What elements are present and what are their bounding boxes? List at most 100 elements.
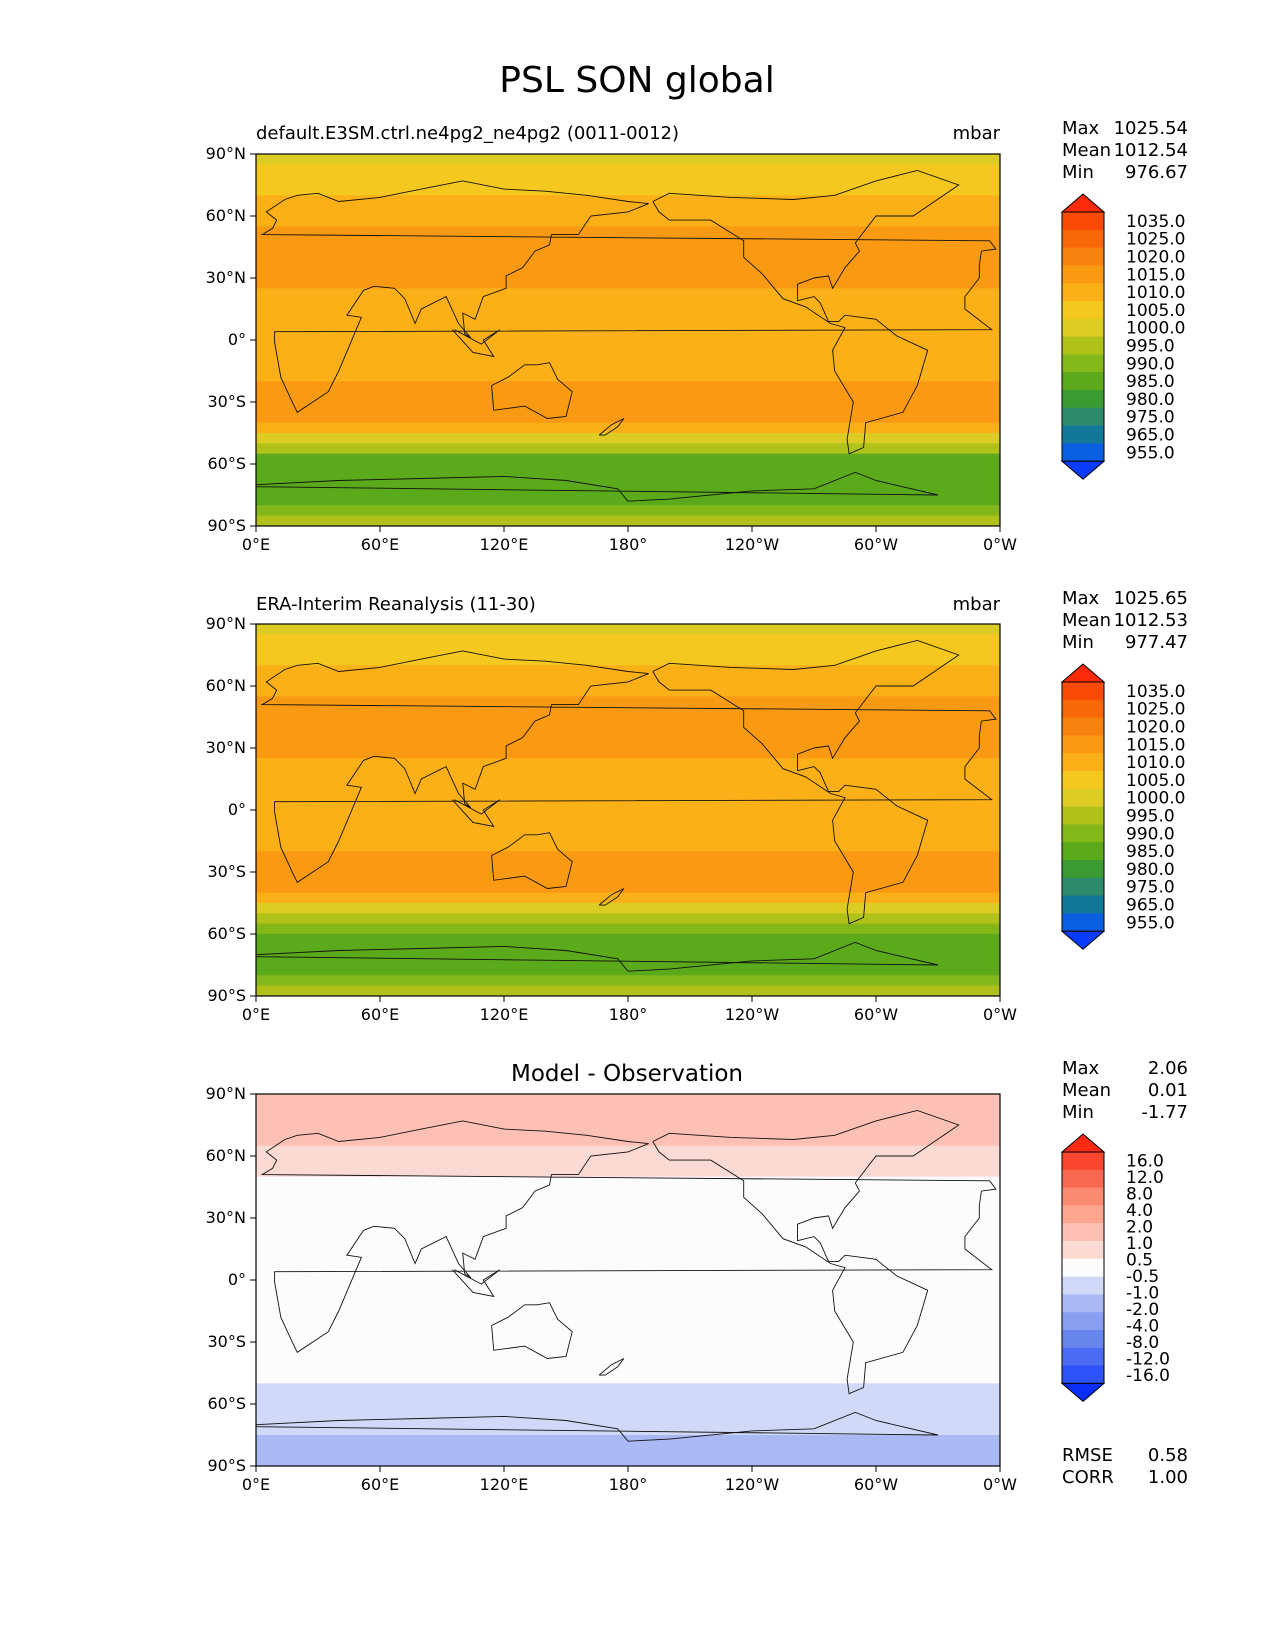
colorbar-swatch [1062, 788, 1104, 808]
field-band [256, 257, 1000, 269]
y-tick-label: 60°N [206, 1146, 246, 1165]
colorbar-swatch [1062, 1241, 1104, 1260]
figure-title: PSL SON global [499, 60, 774, 101]
field-band [256, 706, 1000, 718]
colorbar-level-label: 990.0 [1126, 354, 1175, 374]
y-tick-label: 0° [228, 800, 246, 819]
stat-label: Mean [1062, 610, 1111, 631]
field-band [256, 350, 1000, 362]
stat-value: 1025.54 [1114, 118, 1188, 139]
colorbar-extend-min [1060, 460, 1106, 480]
colorbar-swatch [1062, 354, 1104, 373]
x-tick-label: 120°W [725, 535, 780, 554]
x-tick-label: 60°W [854, 1475, 898, 1494]
colorbar-swatch [1062, 372, 1104, 391]
field-band [256, 1207, 1000, 1219]
field-band [256, 1290, 1000, 1302]
colorbar-swatch [1062, 806, 1104, 825]
field-band [256, 1125, 1000, 1136]
y-tick-label: 60°S [207, 454, 246, 473]
colorbar-level-label: 1035.0 [1126, 682, 1185, 702]
field-band [256, 861, 1000, 873]
colorbar-extend-max [1060, 193, 1106, 213]
x-tick-label: 120°E [480, 535, 529, 554]
colorbar-level-label: 965.0 [1126, 896, 1175, 916]
y-tick-label: 90°S [207, 516, 246, 535]
coastline [598, 1358, 625, 1376]
coastline [652, 1110, 960, 1395]
field-band [256, 1135, 1000, 1147]
field-band [256, 474, 1000, 486]
colorbar-level-label: -4.0 [1126, 1317, 1159, 1337]
field-band [256, 686, 1000, 697]
field-band [256, 278, 1000, 289]
coastline [652, 640, 960, 925]
field-band [256, 381, 1000, 393]
field-band [256, 412, 1000, 424]
field-band [256, 464, 1000, 475]
y-tick-label: 60°N [206, 206, 246, 225]
coastline [451, 799, 501, 828]
colorbar-swatch [1062, 407, 1104, 427]
y-tick-label: 60°S [207, 1394, 246, 1413]
colorbar-swatch [1062, 265, 1104, 284]
coastline [451, 329, 501, 358]
panel-diff-colorbar: 16.012.08.04.02.01.00.5-0.5-1.0-2.0-4.0-… [1060, 1133, 1170, 1403]
y-tick-label: 0° [228, 1270, 246, 1289]
colorbar-swatch [1062, 425, 1104, 444]
field-band [256, 1156, 1000, 1167]
colorbar-level-label: 1010.0 [1126, 283, 1185, 303]
x-tick-label: 180° [609, 1475, 648, 1494]
colorbar-level-label: 1010.0 [1126, 753, 1185, 773]
stat-label: Min [1062, 162, 1094, 183]
field-band [256, 851, 1000, 863]
x-tick-label: 60°E [361, 535, 399, 554]
coastline [256, 471, 939, 502]
coastline [260, 1120, 997, 1353]
field-band [256, 1166, 1000, 1178]
stat-label: Min [1062, 1102, 1094, 1123]
colorbar-level-label: -1.0 [1126, 1283, 1159, 1303]
colorbar-level-label: -8.0 [1126, 1333, 1159, 1353]
field-band [256, 727, 1000, 739]
coastlines [256, 170, 997, 502]
y-tick-label: 0° [228, 330, 246, 349]
y-tick-label: 30°N [206, 738, 246, 757]
field-band [256, 484, 1000, 496]
panel-model-colorbar: 1035.01025.01020.01015.01010.01005.01000… [1060, 193, 1185, 480]
panel-obs-map [255, 623, 1001, 997]
colorbar-swatch [1062, 877, 1104, 897]
field-band [256, 267, 1000, 279]
y-tick-label: 90°S [207, 1456, 246, 1475]
coastline [256, 1411, 939, 1442]
stat-value: -1.77 [1141, 1102, 1188, 1123]
metric-value: 1.00 [1148, 1467, 1188, 1488]
y-tick-label: 90°S [207, 986, 246, 1005]
panel-diff-map [255, 1093, 1001, 1467]
field-band [256, 768, 1000, 780]
metric-label: CORR [1062, 1467, 1114, 1488]
panel-diff-stats: Max 2.06 Mean 0.01 Min -1.77 [1062, 1058, 1188, 1123]
panel-model-axes: 0°E 60°E 120°E 180° 120°W 60°W 0°W 90°N 60°N 30°N… [206, 144, 1018, 554]
field-band [256, 298, 1000, 310]
colorbar-swatch [1062, 1347, 1104, 1367]
field-band [256, 665, 1000, 677]
field-band [256, 1311, 1000, 1322]
x-tick-label: 180° [609, 535, 648, 554]
colorbar-swatch [1062, 771, 1104, 790]
field-band [256, 655, 1000, 666]
stat-value: 0.01 [1148, 1080, 1188, 1101]
coastline [491, 362, 573, 419]
colorbar-swatch [1062, 212, 1104, 231]
colorbar-level-label: 12.0 [1126, 1168, 1164, 1188]
colorbar-level-label: 955.0 [1126, 913, 1175, 933]
stat-label: Mean [1062, 140, 1111, 161]
colorbar-swatch [1062, 443, 1104, 462]
x-tick-label: 60°E [361, 1475, 399, 1494]
colorbar-swatch [1062, 229, 1104, 249]
colorbar-swatch [1062, 753, 1104, 772]
colorbar-swatch [1062, 1169, 1104, 1189]
colorbar-swatch [1062, 1223, 1104, 1242]
y-tick-label: 30°S [207, 1332, 246, 1351]
field-band [256, 934, 1000, 945]
